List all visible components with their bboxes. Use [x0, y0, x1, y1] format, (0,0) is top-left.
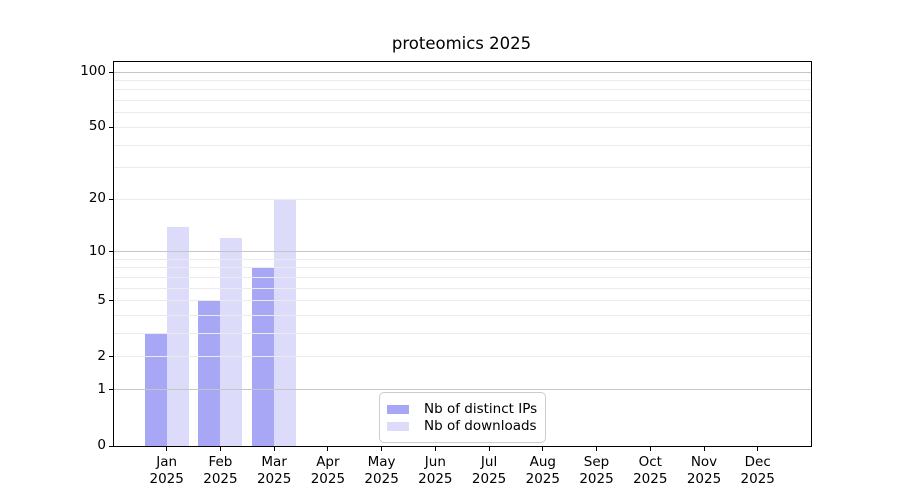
y-tick-label: 100: [80, 63, 106, 79]
bar-nb-of-distinct-ips-mar: [252, 267, 275, 446]
x-tick-year: 2025: [471, 470, 507, 487]
x-tick-label: Jun 2025: [405, 454, 465, 487]
legend-item: Nb of distinct IPs: [387, 401, 537, 417]
y-tick-mark: [109, 445, 113, 447]
x-tick-month: Mar: [261, 454, 287, 470]
legend-item: Nb of downloads: [387, 418, 537, 434]
x-tick-label: May 2025: [352, 454, 412, 487]
x-tick-year: 2025: [633, 470, 668, 487]
gridline-minor: [114, 144, 811, 146]
y-tick-mark: [109, 356, 113, 358]
x-tick-year: 2025: [740, 470, 775, 487]
x-tick-month: Sep: [583, 454, 610, 470]
x-tick-mark: [757, 447, 759, 451]
bar-nb-of-downloads-mar: [274, 199, 297, 446]
x-tick-month: Jan: [156, 454, 178, 470]
gridline-minor: [114, 287, 811, 289]
x-tick-label: Jan 2025: [137, 454, 197, 487]
x-tick-month: Nov: [690, 454, 718, 470]
y-tick-mark: [109, 251, 113, 253]
legend-swatch-icon: [387, 404, 409, 414]
y-tick-label: 2: [97, 347, 106, 364]
x-tick-year: 2025: [310, 470, 346, 487]
gridline-minor: [114, 267, 811, 269]
x-tick-month: Jun: [424, 454, 446, 470]
y-tick-label: 20: [88, 190, 106, 207]
x-tick-month: Feb: [208, 454, 233, 470]
x-tick-label: Feb 2025: [190, 454, 250, 487]
x-tick-year: 2025: [579, 470, 614, 487]
x-tick-mark: [542, 447, 544, 451]
legend-label: Nb of distinct IPs: [424, 401, 538, 417]
x-tick-label: Nov 2025: [674, 454, 734, 487]
x-tick-mark: [327, 447, 329, 451]
x-tick-label: Aug 2025: [513, 454, 573, 487]
gridline-minor: [114, 100, 811, 102]
y-tick-label: 1: [97, 380, 106, 397]
x-tick-year: 2025: [686, 470, 722, 487]
y-tick-label: 5: [97, 291, 106, 308]
x-tick-year: 2025: [203, 470, 238, 487]
x-tick-mark: [219, 447, 221, 451]
y-tick-mark: [109, 126, 113, 128]
x-tick-month: Jul: [480, 454, 498, 470]
chart-title: proteomics 2025: [391, 34, 532, 53]
x-tick-mark: [166, 447, 168, 451]
x-tick-month: Dec: [744, 454, 771, 470]
bar-nb-of-downloads-jan: [166, 226, 189, 446]
x-tick-label: Jul 2025: [459, 454, 519, 487]
gridline-minor: [114, 126, 811, 128]
x-tick-label: Sep 2025: [567, 454, 627, 487]
x-tick-year: 2025: [364, 470, 399, 487]
plot-area: 0 1 2 5 10 20 50 100 Jan 2025 Feb 2025 Mar 2025 Apr 20…: [80, 61, 812, 487]
x-tick-month: Apr: [316, 454, 340, 470]
x-tick-label: Dec 2025: [728, 454, 788, 487]
y-tick-mark: [109, 71, 113, 73]
y-tick-mark: [109, 389, 113, 391]
gridline-major: [114, 251, 811, 253]
x-tick-label: Mar 2025: [244, 454, 304, 487]
gridline-minor: [114, 89, 811, 91]
x-tick-month: Oct: [638, 454, 662, 470]
x-tick-year: 2025: [525, 470, 560, 487]
y-tick-mark: [109, 198, 113, 200]
x-tick-month: Aug: [529, 454, 556, 470]
gridline-minor: [114, 198, 811, 200]
x-tick-mark: [596, 447, 598, 451]
y-tick-label: 0: [97, 437, 106, 453]
x-tick-mark: [273, 447, 275, 451]
x-tick-year: 2025: [418, 470, 453, 487]
x-tick-label: Oct 2025: [620, 454, 680, 487]
x-tick-year: 2025: [149, 470, 184, 487]
gridline-minor: [114, 167, 811, 169]
x-tick-mark: [381, 447, 383, 451]
y-tick-label: 10: [88, 242, 106, 259]
x-tick-year: 2025: [256, 470, 292, 487]
gridline-minor: [114, 276, 811, 278]
gridline-minor: [114, 79, 811, 81]
gridline-minor: [114, 258, 811, 260]
x-tick-mark: [434, 447, 436, 451]
x-tick-mark: [703, 447, 705, 451]
gridline-major: [114, 71, 811, 73]
y-tick-label: 50: [88, 118, 106, 135]
y-tick-mark: [109, 300, 113, 302]
bar-nb-of-distinct-ips-jan: [144, 333, 167, 446]
x-tick-mark: [488, 447, 490, 451]
legend-label: Nb of downloads: [424, 418, 537, 434]
bar-nb-of-downloads-feb: [220, 238, 243, 446]
bar-nb-of-distinct-ips-feb: [198, 300, 221, 446]
legend-swatch-icon: [387, 421, 409, 431]
x-tick-label: Apr 2025: [298, 454, 358, 487]
gridline-minor: [114, 112, 811, 114]
x-tick-month: May: [367, 454, 396, 470]
x-tick-mark: [649, 447, 651, 451]
legend: Nb of distinct IPs Nb of downloads: [379, 392, 547, 443]
